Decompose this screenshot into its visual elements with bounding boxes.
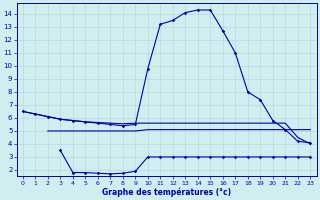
X-axis label: Graphe des températures (°c): Graphe des températures (°c) — [102, 187, 231, 197]
